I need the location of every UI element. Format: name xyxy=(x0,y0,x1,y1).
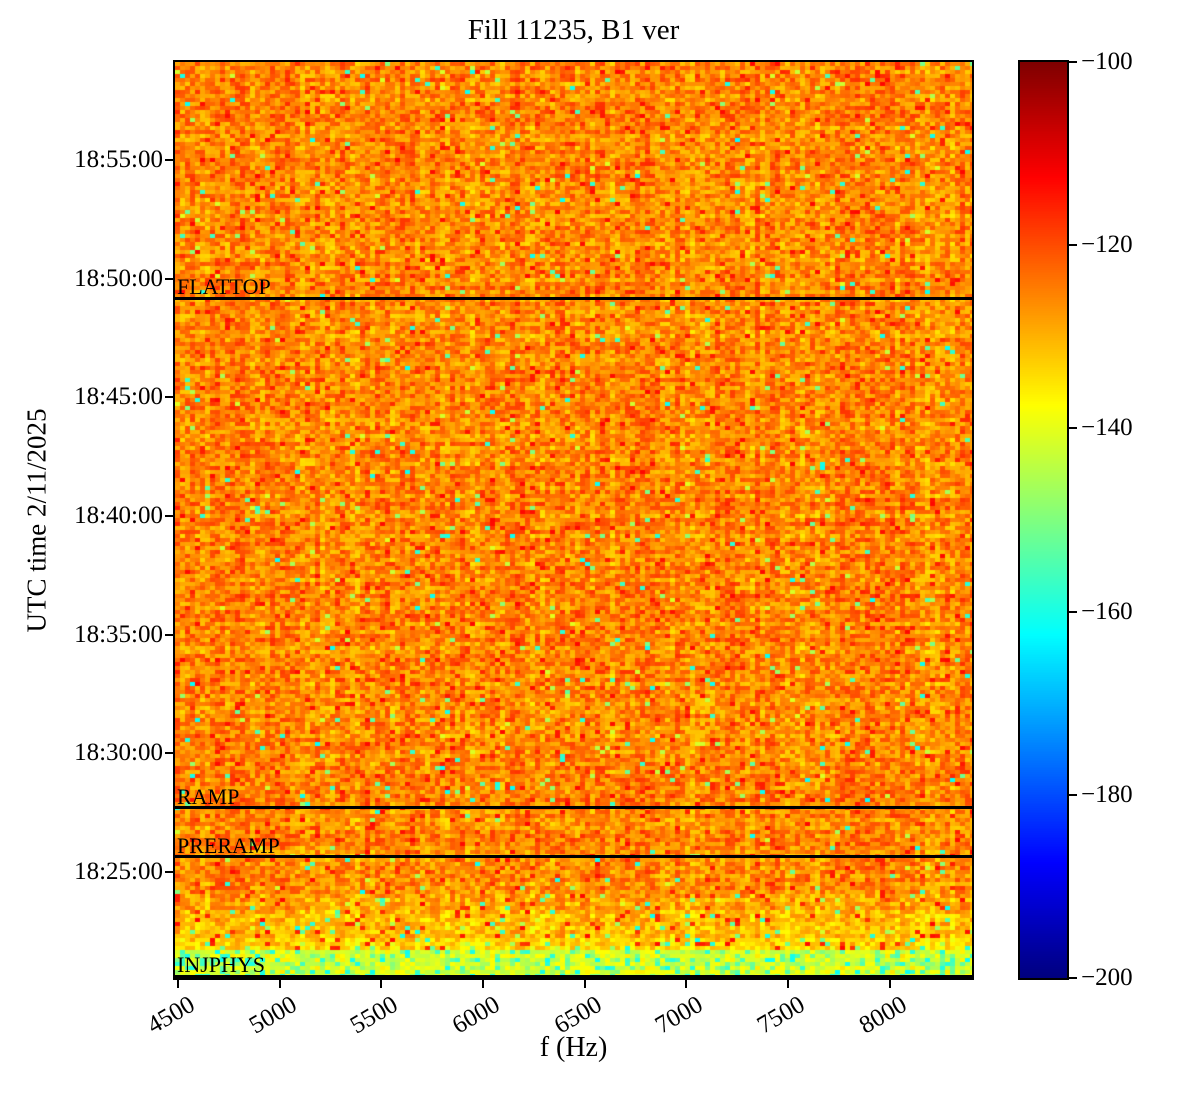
y-tick-label: 18:55:00 xyxy=(74,146,163,174)
colorbar-tick-label: −120 xyxy=(1081,231,1133,259)
y-tick-label: 18:35:00 xyxy=(74,620,163,648)
colorbar-tick-mark xyxy=(1069,61,1077,63)
x-tick-mark xyxy=(482,980,485,988)
x-tick-mark xyxy=(177,980,180,988)
colorbar-tick-mark xyxy=(1069,793,1077,796)
beam-mode-line-ramp xyxy=(175,806,972,810)
colorbar-canvas xyxy=(1020,62,1067,978)
beam-mode-line-injphys xyxy=(175,974,972,978)
y-tick-mark xyxy=(165,396,173,399)
colorbar-tick-mark xyxy=(1069,977,1077,979)
x-axis-label: f (Hz) xyxy=(539,1032,608,1063)
colorbar-tick-label: −200 xyxy=(1081,964,1133,991)
colorbar-tick-mark xyxy=(1069,244,1077,247)
y-tick-mark xyxy=(165,633,173,636)
colorbar-tick-label: −100 xyxy=(1081,48,1133,75)
colorbar-tick-label: −180 xyxy=(1081,780,1133,808)
y-tick-label: 18:50:00 xyxy=(74,264,163,292)
x-tick-mark xyxy=(278,980,281,988)
y-tick-label: 18:40:00 xyxy=(74,502,163,530)
beam-mode-label-preramp: PRERAMP xyxy=(177,832,280,858)
y-tick-mark xyxy=(165,752,173,755)
colorbar-tick-label: −140 xyxy=(1081,414,1133,442)
y-tick-label: 18:45:00 xyxy=(74,383,163,411)
colorbar-tick-label: −160 xyxy=(1081,597,1133,625)
x-tick-mark xyxy=(685,980,688,988)
beam-mode-line-flattop xyxy=(175,296,972,300)
y-tick-label: 18:30:00 xyxy=(74,739,163,767)
x-tick-mark xyxy=(583,980,586,988)
beam-mode-line-preramp xyxy=(175,855,972,859)
y-tick-mark xyxy=(165,515,173,518)
x-tick-mark xyxy=(786,980,789,988)
colorbar-tick-mark xyxy=(1069,427,1077,430)
beam-mode-label-injphys: INJPHYS xyxy=(177,952,266,978)
x-tick-mark xyxy=(888,980,891,988)
y-tick-mark xyxy=(165,277,173,280)
beam-mode-label-flattop: FLATTOP xyxy=(177,274,271,300)
spectrogram-canvas xyxy=(175,62,972,978)
plot-title: Fill 11235, B1 ver xyxy=(467,14,680,46)
y-tick-label: 18:25:00 xyxy=(74,858,163,885)
y-tick-mark xyxy=(165,871,173,873)
colorbar-tick-mark xyxy=(1069,610,1077,613)
x-tick-mark xyxy=(380,980,383,988)
y-tick-mark xyxy=(165,159,173,162)
beam-mode-label-ramp: RAMP xyxy=(177,783,240,809)
